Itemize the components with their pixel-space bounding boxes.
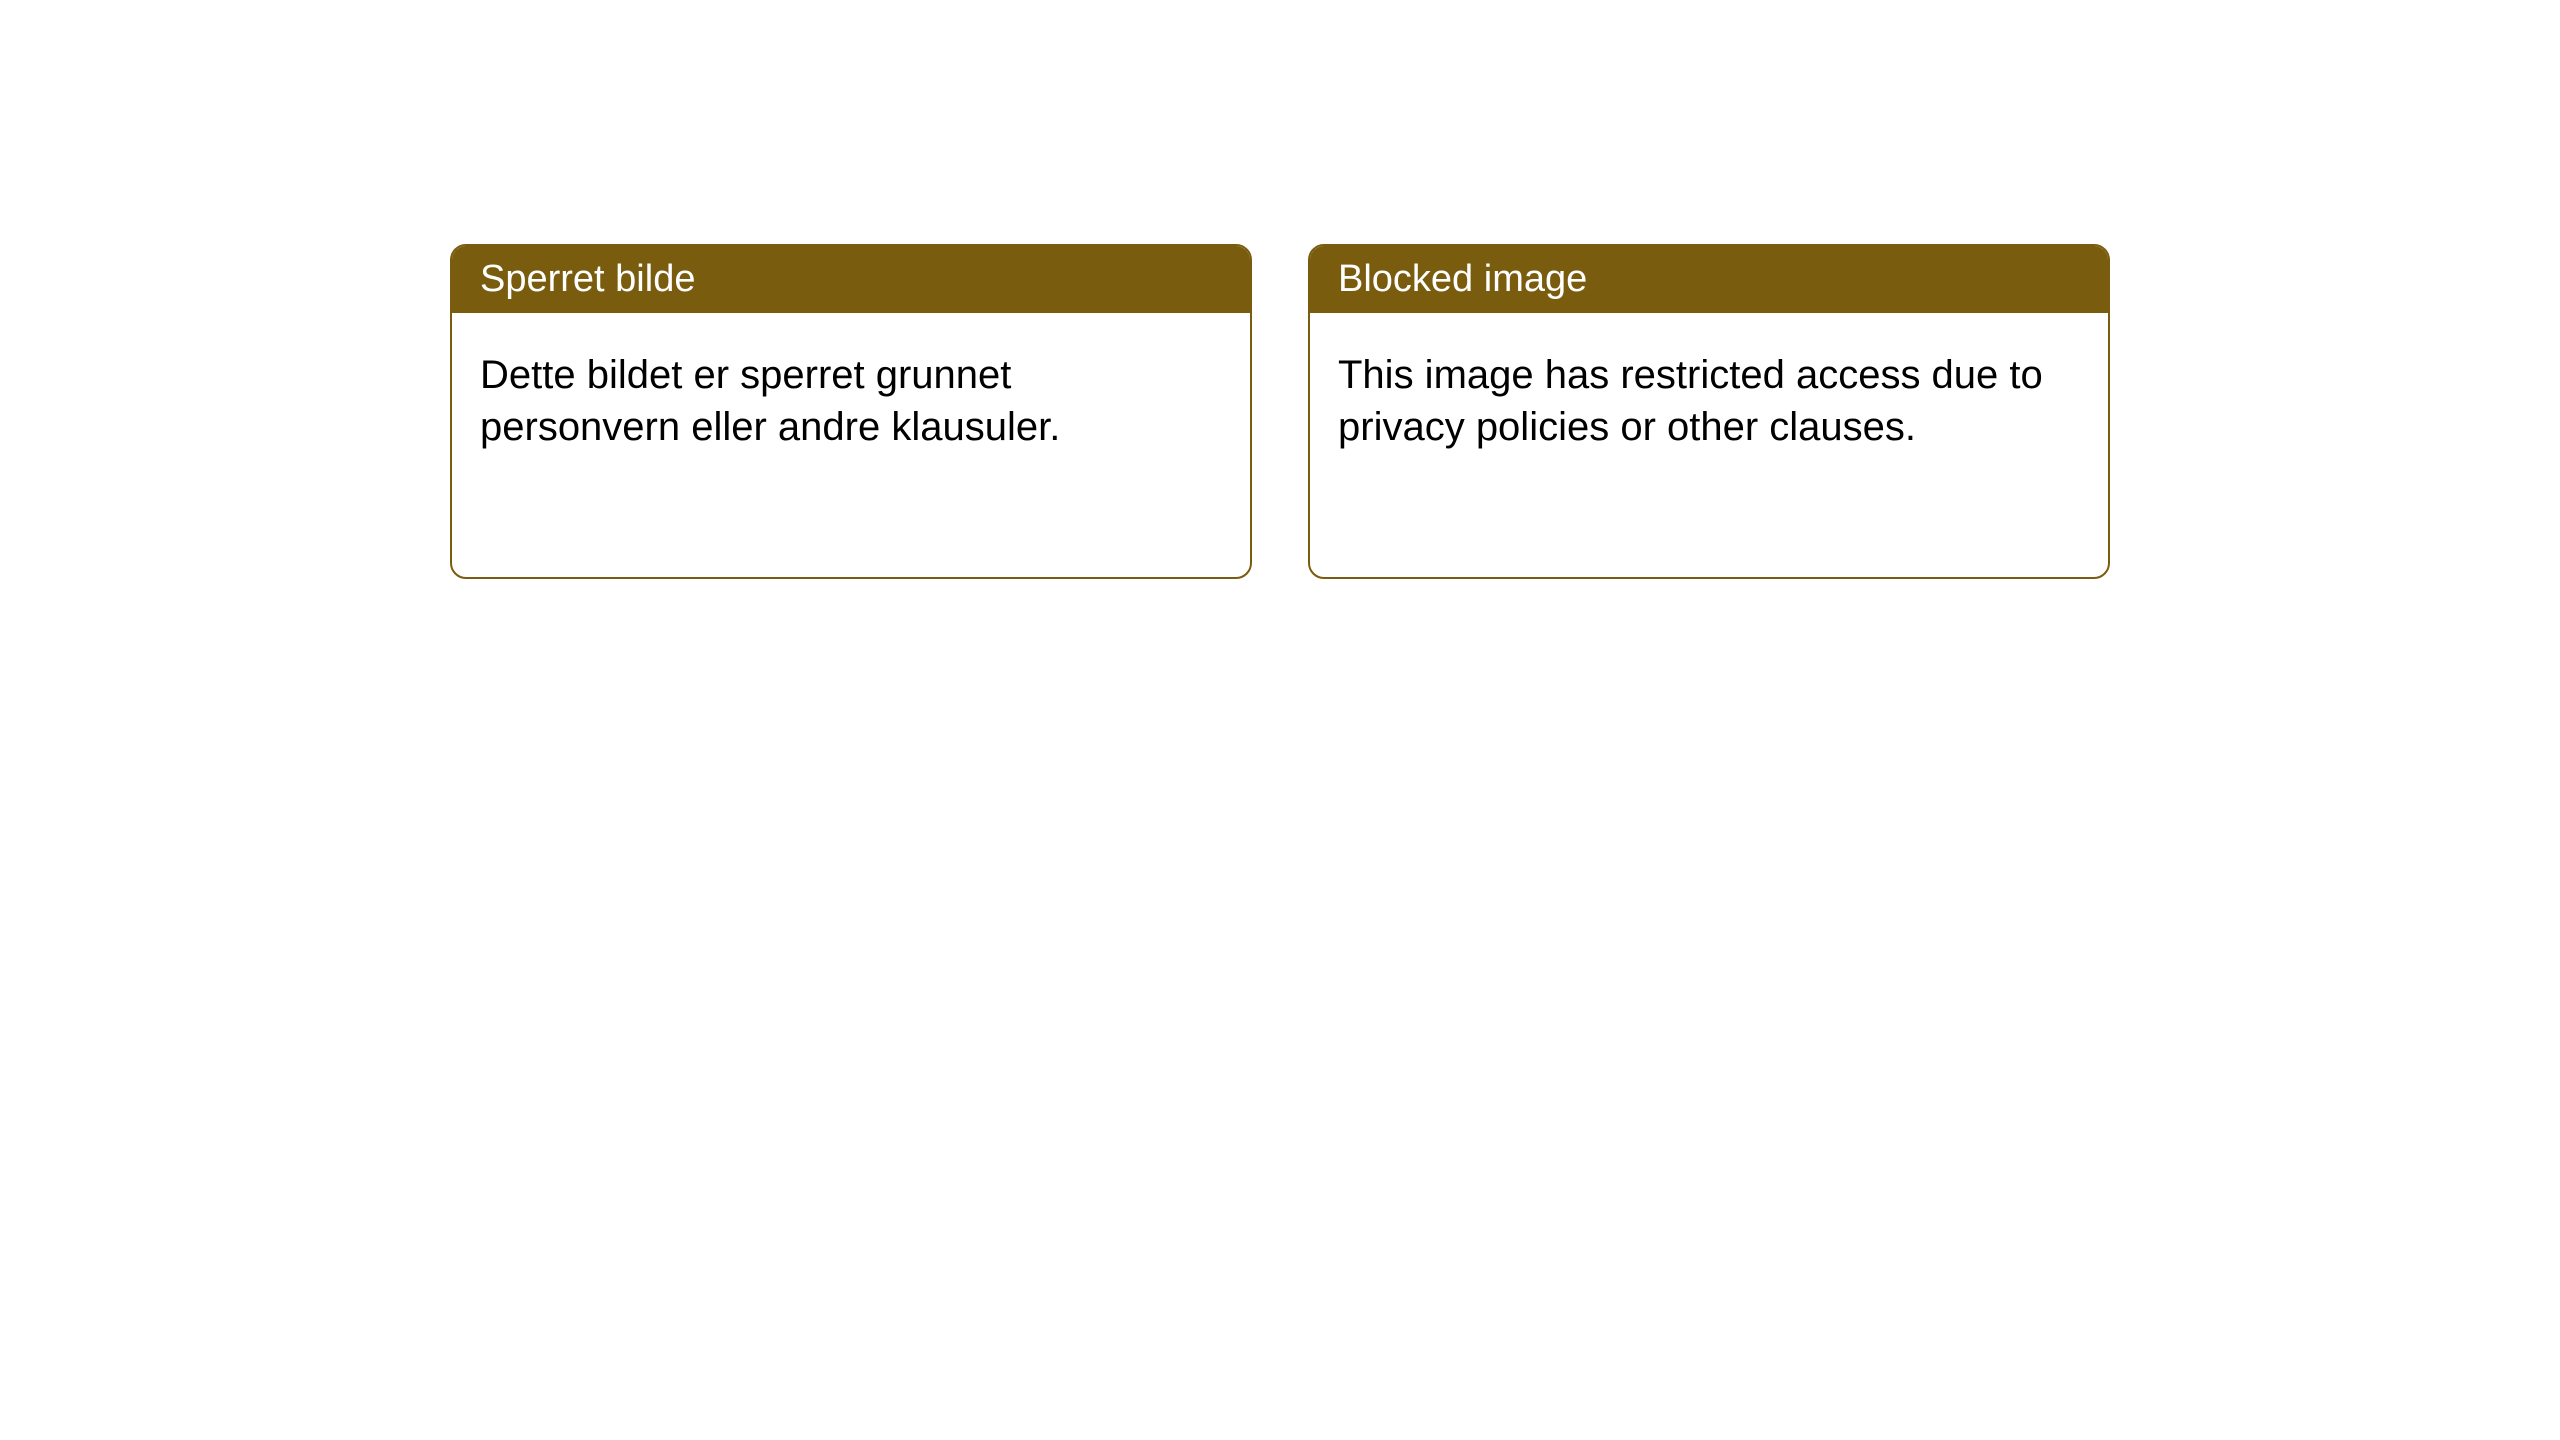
blocked-image-card-no: Sperret bilde Dette bildet er sperret gr… (450, 244, 1252, 579)
card-title: Sperret bilde (480, 258, 695, 300)
blocked-image-card-en: Blocked image This image has restricted … (1308, 244, 2110, 579)
card-title: Blocked image (1338, 258, 1587, 300)
card-body: This image has restricted access due to … (1310, 313, 2108, 489)
notice-cards-container: Sperret bilde Dette bildet er sperret gr… (0, 0, 2560, 579)
card-body-text: This image has restricted access due to … (1338, 353, 2043, 449)
card-header: Blocked image (1310, 246, 2108, 313)
card-body-text: Dette bildet er sperret grunnet personve… (480, 353, 1060, 449)
card-body: Dette bildet er sperret grunnet personve… (452, 313, 1250, 489)
card-header: Sperret bilde (452, 246, 1250, 313)
